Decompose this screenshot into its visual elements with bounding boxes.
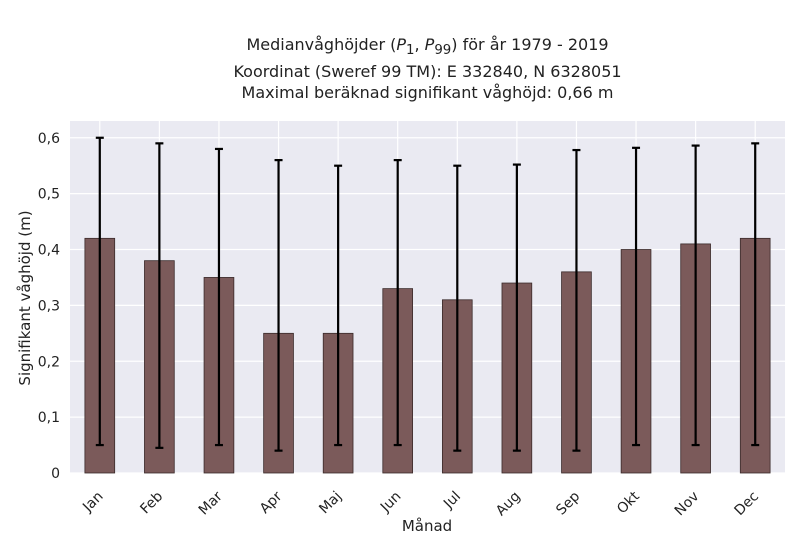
x-tick-label: Jan	[79, 489, 106, 516]
error-bar-nov	[691, 144, 700, 447]
error-bar-feb	[155, 142, 164, 449]
error-bar-apr	[274, 159, 283, 452]
error-bar-dec	[751, 142, 760, 447]
y-tick-label: 0,2	[38, 354, 60, 370]
x-tick-label: Jun	[377, 489, 404, 516]
title-line-3: Maximal beräknad signifikant våghöjd: 0,…	[241, 83, 614, 103]
plot-area	[70, 121, 785, 473]
y-tick-label: 0,1	[38, 410, 60, 426]
x-axis-ticks: Jan Feb Mar Apr Maj Jun Jul Aug Sep Okt Nov Dec	[79, 488, 762, 519]
x-tick-label: Nov	[672, 489, 703, 520]
error-bar-sep	[572, 148, 581, 452]
x-tick-label: Feb	[137, 488, 166, 517]
chart-title: Medianvåghöjder (P1, P99) för år 1979 - …	[0, 34, 800, 103]
y-tick-label: 0,5	[38, 187, 60, 203]
title-line-2: Koordinat (Sweref 99 TM): E 332840, N 63…	[233, 62, 622, 82]
error-bar-maj	[334, 164, 343, 447]
y-tick-label: 0	[51, 466, 60, 482]
error-bars	[95, 136, 760, 452]
x-tick-label: Apr	[257, 488, 286, 517]
y-tick-label: 0,3	[38, 298, 60, 314]
error-bar-okt	[632, 146, 641, 447]
y-axis-label: Signifikant våghöjd (m)	[16, 210, 34, 385]
y-tick-label: 0,4	[38, 243, 60, 259]
y-tick-label: 0,6	[38, 131, 60, 147]
x-tick-label: Mar	[196, 488, 226, 518]
x-tick-label: Sep	[553, 488, 583, 518]
error-bar-jun	[393, 159, 402, 447]
title-line-1: Medianvåghöjder (P1, P99) för år 1979 - …	[246, 35, 609, 59]
x-tick-label: Maj	[316, 489, 345, 518]
x-tick-label: Okt	[614, 488, 643, 517]
error-bar-aug	[512, 163, 521, 452]
x-tick-label: Jul	[440, 489, 464, 513]
x-tick-label: Aug	[493, 489, 524, 520]
error-bar-jul	[453, 164, 462, 452]
x-axis-label: Månad	[402, 517, 452, 535]
error-bar-mar	[214, 147, 223, 447]
error-bar-jan	[95, 136, 104, 447]
y-axis-ticks: 0 0,1 0,2 0,3 0,4 0,5 0,6	[38, 131, 60, 482]
x-tick-label: Dec	[732, 489, 762, 519]
